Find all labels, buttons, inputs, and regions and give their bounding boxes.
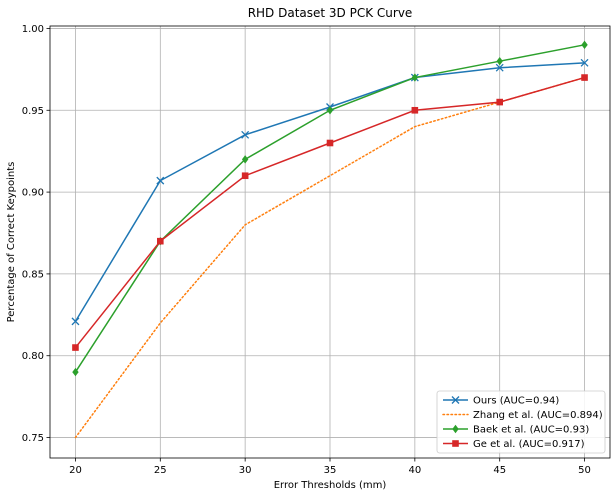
- data-point: [157, 237, 164, 245]
- legend-item: Zhang et al. (AUC=0.894): [442, 410, 603, 421]
- series-3: [72, 74, 588, 351]
- data-point: [72, 367, 79, 377]
- legend-item: Baek et al. (AUC=0.93): [443, 425, 589, 436]
- x-tick-label: 45: [493, 465, 506, 476]
- y-tick-label: 0.80: [22, 351, 44, 362]
- data-point: [581, 40, 588, 50]
- legend-item: Ours (AUC=0.94): [443, 396, 559, 407]
- data-point: [241, 155, 249, 164]
- data-point: [411, 73, 419, 82]
- y-tick-label: 0.85: [22, 269, 44, 280]
- data-point: [72, 344, 79, 351]
- data-point: [241, 172, 249, 180]
- data-point: [495, 63, 504, 72]
- data-point: [241, 130, 250, 139]
- data-point: [326, 139, 334, 147]
- legend-label: Ge et al. (AUC=0.917): [473, 439, 585, 450]
- y-tick-label: 0.90: [22, 188, 44, 199]
- legend-item: Ge et al. (AUC=0.917): [443, 439, 585, 450]
- x-tick-label: 50: [578, 465, 591, 476]
- data-point: [581, 74, 588, 81]
- x-tick-label: 40: [408, 465, 421, 476]
- y-tick-label: 1.00: [22, 24, 44, 35]
- chart-title: RHD Dataset 3D PCK Curve: [248, 6, 413, 20]
- legend-label: Baek et al. (AUC=0.93): [473, 425, 589, 436]
- data-point: [496, 98, 503, 106]
- data-point: [71, 317, 80, 326]
- x-axis-title: Error Thresholds (mm): [274, 480, 387, 491]
- legend-marker: [452, 424, 459, 434]
- data-point: [580, 58, 589, 67]
- data-point: [156, 176, 165, 185]
- x-tick-label: 30: [239, 465, 252, 476]
- legend-marker: [452, 440, 459, 447]
- legend: Ours (AUC=0.94) Zhang et al. (AUC=0.894) B…: [436, 390, 606, 454]
- y-axis-title: Percentage of Correct Keypoints: [6, 162, 17, 323]
- legend-label: Ours (AUC=0.94): [473, 396, 559, 407]
- legend-label: Zhang et al. (AUC=0.894): [473, 410, 603, 421]
- x-tick-label: 35: [324, 465, 337, 476]
- data-point: [411, 106, 419, 114]
- legend-box: [436, 390, 606, 454]
- data-point: [496, 56, 503, 66]
- x-tick-label: 20: [69, 465, 82, 476]
- y-tick-label: 0.75: [22, 433, 44, 444]
- data-point: [326, 106, 334, 115]
- x-tick-label: 25: [154, 465, 167, 476]
- y-tick-label: 0.95: [22, 106, 44, 117]
- legend-marker: [451, 396, 460, 404]
